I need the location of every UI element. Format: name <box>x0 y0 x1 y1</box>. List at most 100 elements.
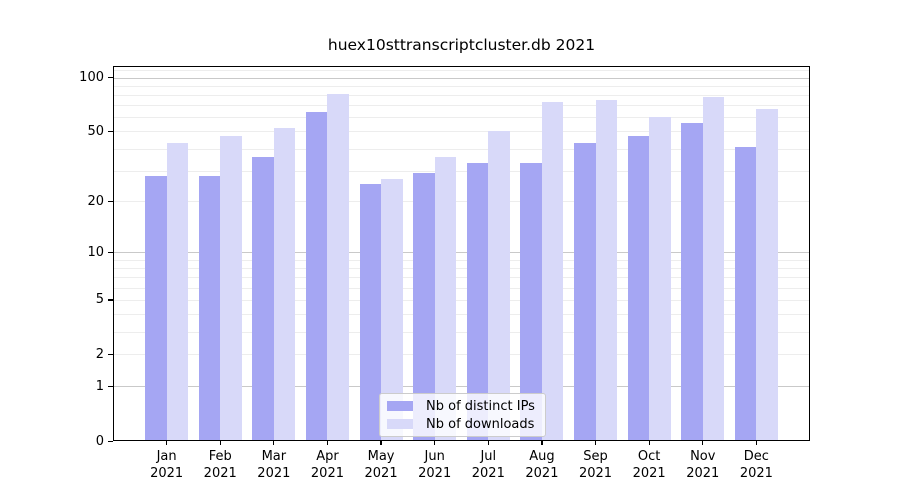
y-tick-label-5: 5 <box>95 292 104 308</box>
x-tick-month: Oct <box>637 449 661 464</box>
x-tick-month: Aug <box>529 449 555 464</box>
x-tick-month: Apr <box>316 449 339 464</box>
x-tick-year: 2021 <box>257 465 291 481</box>
legend: Nb of distinct IPs Nb of downloads <box>379 393 546 437</box>
bar-nb-of-distinct-ips-dec <box>734 146 757 441</box>
x-tick-year: 2021 <box>418 465 452 481</box>
y-tick-100 <box>108 77 113 79</box>
gridline-minor-2 <box>113 354 810 356</box>
bar-nb-of-downloads-sep <box>595 99 618 441</box>
x-tick-label-mar: Mar 2021 <box>246 449 302 482</box>
x-tick-year: 2021 <box>310 465 344 481</box>
x-tick-label-nov: Nov 2021 <box>675 449 731 482</box>
bar-nb-of-distinct-ips-jan <box>145 175 167 441</box>
gridline-major-1 <box>113 386 810 388</box>
x-tick-apr <box>326 441 329 445</box>
x-tick-year: 2021 <box>525 465 559 481</box>
y-tick-label-10: 10 <box>87 244 104 260</box>
x-tick-year: 2021 <box>632 465 666 481</box>
bar-nb-of-downloads-dec <box>756 108 778 441</box>
x-tick-label-apr: Apr 2021 <box>299 449 355 482</box>
legend-item-distinct-ips: Nb of distinct IPs <box>387 399 538 414</box>
legend-swatch-downloads <box>387 419 413 429</box>
x-tick-label-may: May 2021 <box>353 449 409 482</box>
x-tick-month: Jan <box>156 449 177 464</box>
gridline-minor-110 <box>113 70 810 72</box>
plot-area <box>113 66 810 441</box>
gridline-minor-9 <box>113 259 810 261</box>
gridline-minor-3 <box>113 331 810 333</box>
x-tick-year: 2021 <box>686 465 720 481</box>
bar-nb-of-distinct-ips-aug <box>520 163 542 441</box>
gridline-minor-40 <box>113 148 810 150</box>
y-tick-2 <box>108 353 113 356</box>
x-tick-may <box>380 441 382 445</box>
x-tick-month: Dec <box>743 449 769 464</box>
y-tick-label-0: 0 <box>95 433 104 449</box>
bar-nb-of-distinct-ips-may <box>359 184 382 441</box>
x-tick-year: 2021 <box>739 465 773 481</box>
bar-nb-of-downloads-mar <box>273 128 296 441</box>
gridline-minor-7 <box>113 277 810 279</box>
gridline-minor-80 <box>113 94 810 96</box>
bar-nb-of-downloads-may <box>381 178 403 441</box>
x-tick-mar <box>273 441 275 445</box>
bar-nb-of-distinct-ips-feb <box>198 175 221 441</box>
x-tick-month: Mar <box>261 449 287 464</box>
bar-nb-of-distinct-ips-sep <box>574 143 596 441</box>
bar-nb-of-distinct-ips-oct <box>627 136 650 441</box>
x-tick-feb <box>219 441 221 445</box>
y-tick-50 <box>108 130 113 133</box>
gridline-minor-8 <box>113 267 810 269</box>
gridline-minor-50 <box>113 131 810 133</box>
x-tick-year: 2021 <box>364 465 398 481</box>
legend-swatch-distinct-ips <box>387 401 413 411</box>
bar-nb-of-downloads-oct <box>649 117 671 441</box>
x-tick-month: Jul <box>480 449 497 464</box>
bar-nb-of-downloads-jun <box>434 156 457 441</box>
bar-nb-of-downloads-apr <box>327 94 349 441</box>
x-tick-year: 2021 <box>203 465 237 481</box>
gridline-minor-5 <box>113 299 810 301</box>
y-tick-20 <box>108 200 113 203</box>
x-tick-year: 2021 <box>471 465 505 481</box>
x-tick-label-dec: Dec 2021 <box>728 449 784 482</box>
y-tick-10 <box>108 251 113 253</box>
x-tick-aug <box>541 441 543 445</box>
bar-nb-of-distinct-ips-jul <box>466 163 489 441</box>
x-tick-jul <box>487 441 489 445</box>
x-tick-sep <box>594 441 597 445</box>
legend-item-downloads: Nb of downloads <box>387 417 538 432</box>
x-tick-label-aug: Aug 2021 <box>514 449 570 482</box>
x-tick-year: 2021 <box>150 465 184 481</box>
gridline-minor-20 <box>113 201 810 203</box>
bar-nb-of-downloads-nov <box>702 96 725 441</box>
x-tick-label-jun: Jun 2021 <box>407 449 463 482</box>
gridline-minor-60 <box>113 117 810 119</box>
x-tick-label-jan: Jan 2021 <box>139 449 195 482</box>
y-tick-label-2: 2 <box>95 346 104 362</box>
x-tick-month: Feb <box>208 449 232 464</box>
bar-nb-of-distinct-ips-apr <box>305 112 328 441</box>
gridline-major-100 <box>113 77 810 79</box>
x-tick-month: Sep <box>583 449 608 464</box>
bar-nb-of-distinct-ips-mar <box>252 156 274 441</box>
y-tick-label-50: 50 <box>87 123 104 139</box>
gridline-major-10 <box>113 252 810 254</box>
x-tick-month: May <box>367 449 395 464</box>
gridline-minor-90 <box>113 85 810 87</box>
x-tick-jun <box>434 441 436 445</box>
gridline-minor-6 <box>113 287 810 289</box>
x-tick-year: 2021 <box>578 465 613 481</box>
bar-nb-of-distinct-ips-nov <box>681 122 703 441</box>
gridline-minor-70 <box>113 105 810 107</box>
y-tick-label-20: 20 <box>87 193 104 209</box>
x-tick-oct <box>648 441 650 445</box>
x-tick-jan <box>165 441 168 445</box>
x-tick-month: Nov <box>690 449 716 464</box>
x-tick-label-jul: Jul 2021 <box>460 449 516 482</box>
x-tick-nov <box>702 441 704 445</box>
gridline-minor-4 <box>113 314 810 316</box>
x-tick-label-oct: Oct 2021 <box>621 449 677 482</box>
